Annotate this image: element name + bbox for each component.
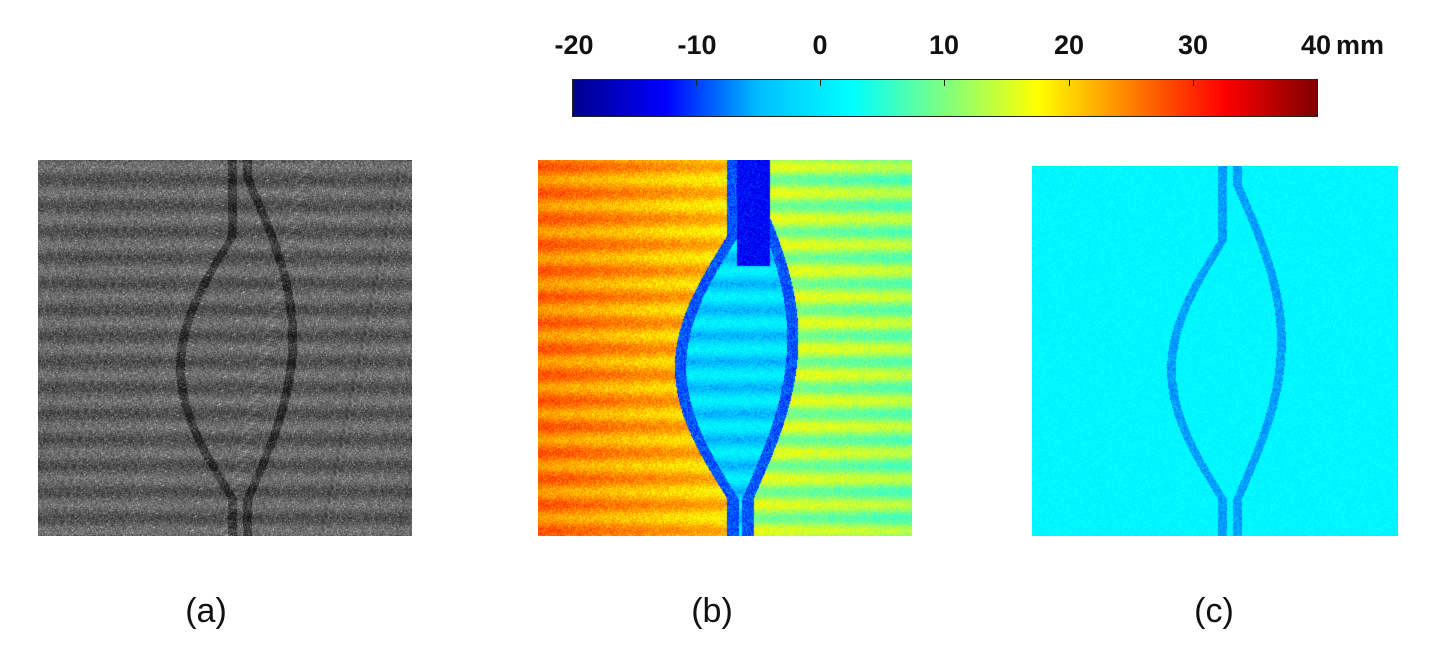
panel-c-depth-map	[1032, 166, 1398, 536]
colorbar-tick	[1193, 79, 1194, 86]
colorbar-gradient	[572, 79, 1318, 117]
colorbar-tick-label: -10	[677, 30, 717, 60]
colorbar-legend: -20 -10 0 10 20 30 40 mm	[0, 0, 1432, 130]
colorbar-tick	[944, 79, 945, 86]
colorbar-tick-label: 40	[1300, 30, 1332, 60]
panel-b-depth-map	[538, 160, 912, 536]
colorbar-tick-label: 20	[1053, 30, 1085, 60]
colorbar-tick	[696, 79, 697, 86]
colorbar-tick-label: 30	[1177, 30, 1209, 60]
panel-a-caption: (a)	[185, 592, 227, 630]
panel-b-caption: (b)	[691, 592, 733, 630]
panel-a-grayscale-image	[38, 160, 412, 536]
colorbar-unit: mm	[1336, 30, 1385, 60]
colorbar-tick-label: -20	[554, 30, 594, 60]
colorbar-tick-label: 0	[812, 30, 828, 60]
colorbar-tick	[820, 79, 821, 86]
colorbar-tick	[1069, 79, 1070, 86]
panel-c-caption: (c)	[1194, 592, 1234, 630]
colorbar-tick-label: 10	[928, 30, 960, 60]
